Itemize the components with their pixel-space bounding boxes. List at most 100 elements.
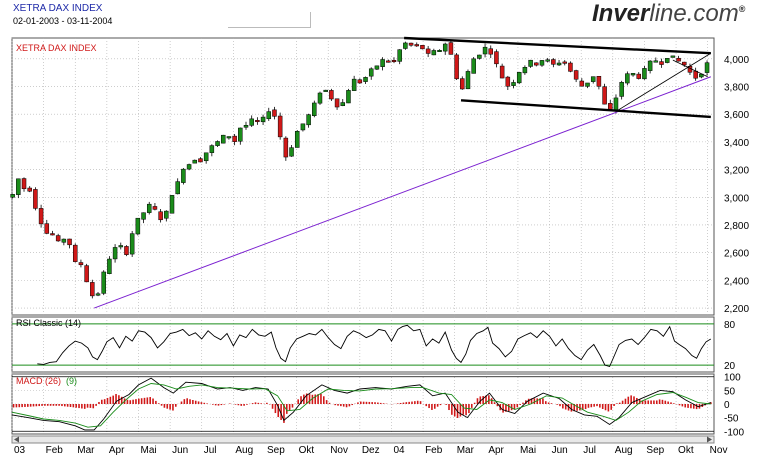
- candle-body: [306, 114, 311, 126]
- x-tick-label: Feb: [46, 445, 64, 456]
- candle-body: [477, 54, 482, 59]
- candle-body: [642, 68, 647, 80]
- x-tick-label: Nov: [330, 445, 348, 456]
- inverline-logo: Inverline.com®: [592, 0, 745, 28]
- candle-body: [294, 131, 300, 148]
- candle-body: [209, 145, 215, 153]
- x-tick-label: 04: [393, 445, 405, 456]
- annotation-channel_upper: [404, 36, 711, 55]
- macd-tick-label: 0: [724, 400, 730, 411]
- candle-body: [266, 111, 272, 120]
- candle-body: [482, 46, 488, 55]
- price-panel-label: XETRA DAX INDEX: [16, 43, 97, 53]
- x-tick-label: Aug: [615, 445, 633, 456]
- candle-body: [357, 79, 363, 84]
- header-blank-box: [228, 12, 311, 28]
- candle-body: [397, 49, 402, 62]
- macd-tick-label: -100: [724, 427, 744, 438]
- x-tick-label: Sep: [646, 445, 664, 456]
- x-tick-label: Mai: [140, 445, 156, 456]
- price-tick-label: 3,600: [724, 110, 749, 121]
- candle-body: [67, 238, 72, 246]
- scroll-right-arrow: [707, 436, 712, 443]
- scroll-left-arrow: [14, 436, 19, 443]
- candle-body: [682, 61, 687, 66]
- price-tick-label: 3,800: [724, 82, 749, 93]
- candle-body: [101, 271, 106, 294]
- annotation-channel_lower: [460, 99, 711, 119]
- price-tick-label: 4,000: [724, 55, 749, 66]
- candle-body: [619, 82, 624, 97]
- candle-body: [420, 45, 425, 50]
- x-tick-label: Sep: [267, 445, 285, 456]
- candle-body: [596, 76, 602, 87]
- candle-body: [198, 158, 203, 163]
- logo-registered-mark: ®: [738, 4, 746, 14]
- candle-body: [16, 178, 21, 195]
- macd-panel-label: MACD (26): [16, 376, 61, 386]
- candle-body: [442, 43, 448, 52]
- x-tick-label: 03: [14, 445, 26, 456]
- candle-body: [368, 68, 374, 77]
- candle-body: [129, 233, 135, 255]
- candle-body: [141, 212, 146, 220]
- x-tick-label: Jul: [204, 445, 217, 456]
- candle-body: [573, 70, 579, 80]
- candle-body: [528, 59, 533, 67]
- candle-body: [351, 78, 357, 91]
- candle-body: [255, 120, 260, 123]
- candle-body: [220, 134, 226, 144]
- rsi-tick-label: 80: [724, 320, 736, 331]
- candle-body: [516, 72, 522, 84]
- candle-body: [340, 102, 346, 106]
- candle-body: [175, 181, 180, 195]
- price-tick-label: 3,200: [724, 166, 749, 177]
- candle-body: [454, 54, 459, 80]
- x-tick-label: Okt: [299, 445, 315, 456]
- candle-body: [522, 67, 528, 74]
- candle-body: [169, 195, 175, 214]
- candle-body: [50, 233, 55, 236]
- candle-body: [323, 89, 328, 92]
- candle-body: [408, 42, 414, 46]
- candle-body: [146, 203, 152, 213]
- candle-body: [243, 125, 249, 128]
- date-range-label: 02-01-2003 - 03-11-2004: [13, 16, 113, 26]
- candle-body: [664, 58, 670, 63]
- candle-body: [272, 109, 277, 117]
- candle-body: [107, 258, 112, 274]
- x-tick-label: Apr: [109, 445, 125, 456]
- candle-body: [647, 60, 653, 71]
- candle-body: [44, 223, 50, 234]
- candle-body: [374, 65, 380, 70]
- x-tick-label: Mar: [457, 445, 475, 456]
- candle-body: [676, 57, 681, 62]
- candle-body: [403, 42, 408, 49]
- candle-body: [112, 247, 118, 260]
- candle-body: [670, 55, 676, 58]
- candle-body: [556, 62, 562, 66]
- candle-body: [329, 90, 334, 100]
- x-scrollbar: [11, 435, 715, 444]
- candle-body: [158, 211, 163, 221]
- annotation-trendline: [94, 76, 712, 309]
- candle-body: [283, 137, 289, 158]
- candle-body: [437, 49, 442, 52]
- x-tick-label: Mar: [77, 445, 95, 456]
- candle-body: [232, 135, 237, 142]
- candle-body: [152, 206, 158, 210]
- candle-body: [602, 86, 607, 105]
- candle-body: [215, 141, 220, 146]
- candle-body: [363, 77, 368, 82]
- candle-body: [465, 71, 471, 90]
- candle-body: [226, 136, 232, 139]
- candle-body: [277, 115, 283, 138]
- candle-body: [693, 70, 698, 79]
- x-tick-label: Feb: [425, 445, 443, 456]
- candle-body: [539, 60, 545, 66]
- candle-body: [164, 210, 169, 219]
- candle-body: [124, 246, 129, 255]
- candle-body: [511, 82, 516, 86]
- candle-body: [289, 147, 294, 157]
- candle-body: [84, 265, 89, 283]
